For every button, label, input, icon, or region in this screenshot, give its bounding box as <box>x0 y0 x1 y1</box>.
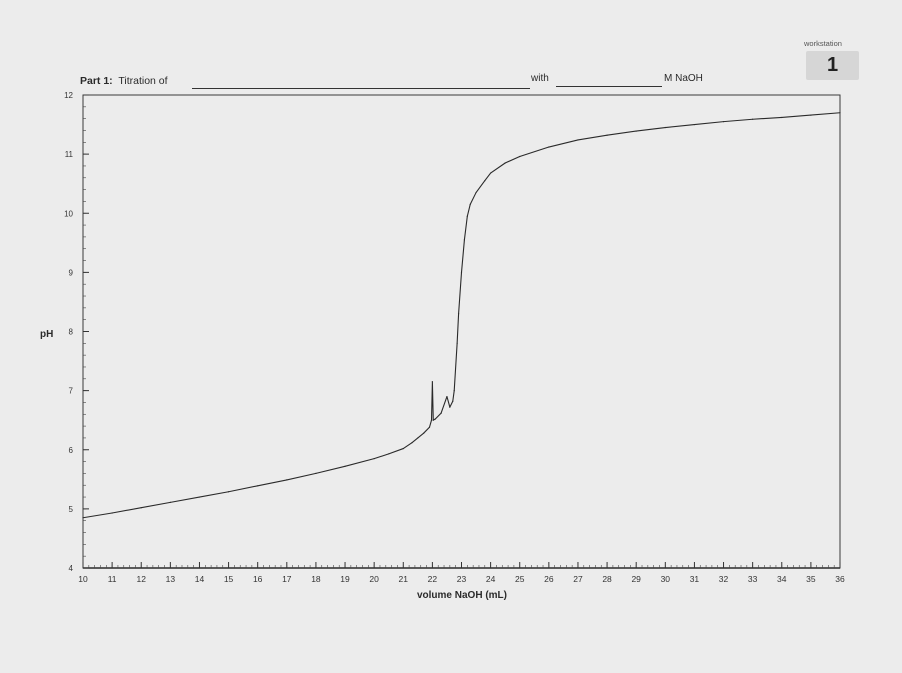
data-point <box>752 118 754 120</box>
data-point <box>430 419 433 421</box>
x-tick-label: 31 <box>690 574 700 584</box>
data-point <box>781 116 783 119</box>
data-point <box>606 134 608 136</box>
data-point <box>82 517 84 519</box>
naoh-unit-label: M NaOH <box>664 73 703 84</box>
x-tick-label: 34 <box>777 574 787 584</box>
concentration-blank-line <box>556 86 662 87</box>
y-tick-label: 7 <box>69 387 74 396</box>
y-axis-label: pH <box>40 329 54 340</box>
y-tick-label: 11 <box>65 150 74 159</box>
analyte-blank-line <box>192 88 530 89</box>
data-point <box>456 342 458 344</box>
data-point <box>457 313 460 315</box>
data-point <box>504 162 506 164</box>
data-point <box>111 512 113 514</box>
data-point <box>463 239 466 241</box>
x-tick-label: 26 <box>544 574 554 584</box>
part-heading: Part 1: Titration of <box>80 75 168 87</box>
data-point <box>315 472 317 474</box>
data-point <box>466 215 468 217</box>
x-tick-label: 14 <box>195 574 205 584</box>
part-label: Part 1: <box>80 75 113 87</box>
y-tick-label: 12 <box>64 91 73 100</box>
y-tick-label: 5 <box>69 505 74 514</box>
x-tick-label: 33 <box>748 574 758 584</box>
x-tick-label: 11 <box>108 574 117 584</box>
x-tick-label: 28 <box>602 574 612 584</box>
x-tick-label: 19 <box>340 574 350 584</box>
workstation-number: 1 <box>806 51 859 80</box>
data-point <box>484 180 486 182</box>
data-point <box>388 453 390 455</box>
with-label: with <box>531 73 549 84</box>
titration-curve-line <box>82 112 841 519</box>
data-point <box>693 123 696 126</box>
x-tick-label: 10 <box>78 574 88 584</box>
x-tick-label: 20 <box>369 574 379 584</box>
x-tick-label: 32 <box>719 574 729 584</box>
y-tick-label: 9 <box>69 268 74 277</box>
data-point <box>446 395 448 398</box>
data-point <box>434 418 436 420</box>
titration-label: Titration of <box>118 75 168 87</box>
data-point <box>449 406 451 408</box>
data-point <box>169 501 171 503</box>
x-tick-label: 35 <box>806 574 816 584</box>
data-point <box>839 112 841 114</box>
data-point <box>548 146 550 148</box>
data-point <box>475 191 477 194</box>
data-point <box>411 442 413 444</box>
x-tick-label: 24 <box>486 574 496 584</box>
data-point <box>577 139 579 141</box>
x-tick-label: 30 <box>661 574 671 584</box>
x-tick-label: 16 <box>253 574 263 584</box>
data-point <box>431 381 433 383</box>
data-point <box>198 496 201 498</box>
data-point <box>417 437 419 439</box>
data-point <box>286 479 288 481</box>
data-point <box>344 465 346 467</box>
data-point <box>373 458 375 460</box>
x-tick-label: 21 <box>399 574 409 584</box>
y-tick-label: 10 <box>64 209 73 218</box>
data-point <box>452 400 454 402</box>
workstation-label: workstation <box>804 39 842 48</box>
data-point <box>810 114 812 116</box>
x-axis-label: volume NaOH (mL) <box>416 590 507 601</box>
data-point <box>440 412 442 414</box>
data-point <box>635 130 637 132</box>
x-tick-label: 13 <box>166 574 176 584</box>
data-point <box>664 126 666 129</box>
data-point <box>469 203 471 205</box>
x-tick-label: 25 <box>515 574 525 584</box>
x-tick-label: 27 <box>573 574 583 584</box>
x-tick-label: 23 <box>457 574 467 584</box>
data-point <box>428 426 431 428</box>
x-tick-label: 36 <box>835 574 845 584</box>
data-point <box>432 419 434 421</box>
data-point <box>423 432 425 434</box>
data-point <box>402 447 404 450</box>
data-point <box>460 271 463 273</box>
data-point <box>227 491 230 493</box>
x-tick-label: 22 <box>428 574 438 584</box>
data-point <box>722 121 725 123</box>
y-tick-label: 8 <box>69 328 74 337</box>
data-point <box>490 172 492 174</box>
data-point <box>453 390 455 392</box>
y-tick-label: 6 <box>69 446 74 455</box>
data-point <box>140 507 142 509</box>
x-tick-label: 12 <box>136 574 146 584</box>
x-tick-label: 15 <box>224 574 234 584</box>
data-point <box>257 485 259 487</box>
x-tick-label: 29 <box>631 574 641 584</box>
x-tick-label: 17 <box>282 574 292 584</box>
data-point <box>519 155 521 158</box>
y-tick-label: 4 <box>69 564 74 573</box>
x-tick-label: 18 <box>311 574 321 584</box>
